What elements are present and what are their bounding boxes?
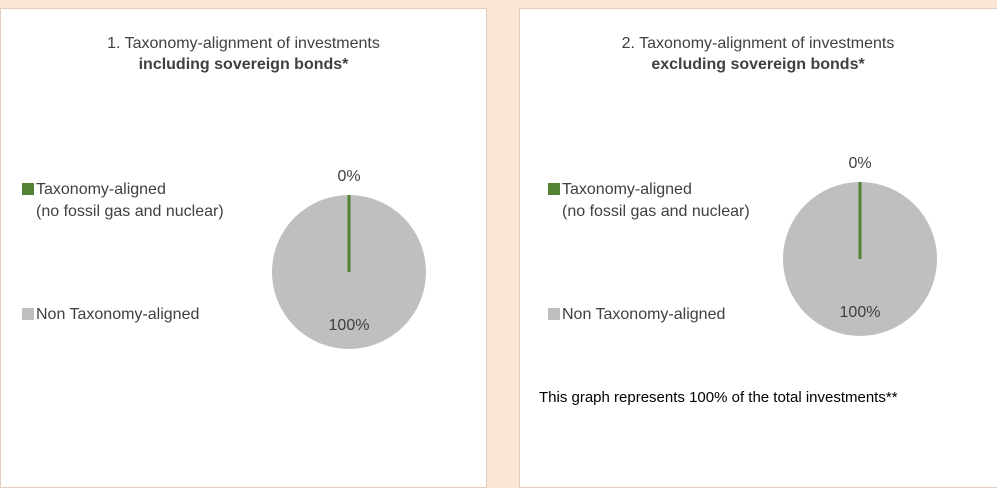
legend-label: Taxonomy-aligned (no fossil gas and nucl… [562,181,750,220]
chart-title: 1. Taxonomy-alignment of investments [107,35,380,52]
page: (() => { const data = JSON.parse(documen… [0,8,997,488]
legend-swatch [22,308,34,320]
chart-subtitle: excluding sovereign bonds* [651,56,865,73]
legend-swatch [548,183,560,195]
legend-swatch [548,308,560,320]
data-label: 100% [839,304,881,321]
legend-label: Taxonomy-aligned (no fossil gas and nucl… [36,181,224,220]
chart-title: 2. Taxonomy-alignment of investments [621,35,895,52]
legend-swatch [22,183,34,195]
legend-label: Non Taxonomy-aligned [562,306,726,323]
annotation: This graph represents 100% of the total … [539,389,898,406]
data-label: 100% [328,317,370,334]
chart-subtitle: including sovereign bonds* [138,56,349,73]
legend-label: Non Taxonomy-aligned [36,306,200,323]
chart-canvas [22,182,937,349]
data-label: 0% [848,155,872,172]
data-label: 0% [337,168,361,185]
